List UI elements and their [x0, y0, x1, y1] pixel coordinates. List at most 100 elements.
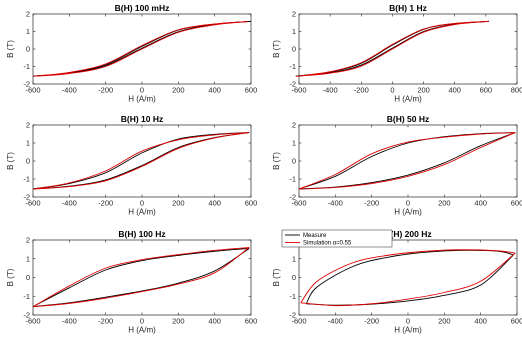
x-tick-label: 600	[511, 317, 522, 326]
x-tick-label: 600	[511, 199, 522, 208]
y-tick-label: 1	[26, 27, 30, 36]
x-tick-label: 800	[511, 86, 522, 95]
x-tick-label: 200	[172, 199, 185, 208]
x-tick-label: 600	[480, 86, 493, 95]
x-tick-label: 200	[438, 317, 451, 326]
x-tick-label: -200	[98, 199, 113, 208]
simulation-ascending-branch	[32, 21, 248, 77]
simulation-ascending-branch	[295, 20, 490, 77]
x-tick-label: -600	[25, 86, 40, 95]
measure-descending-branch	[32, 247, 250, 307]
x-tick-label: -600	[291, 199, 306, 208]
x-tick-label: -600	[25, 199, 40, 208]
y-tick-label: 0	[292, 157, 296, 166]
x-tick-label: 200	[438, 199, 451, 208]
y-tick-label: -1	[23, 62, 30, 71]
x-axis-label: H (A/m)	[394, 95, 422, 104]
y-tick-label: -1	[289, 292, 296, 301]
x-axis-label: H (A/m)	[394, 208, 422, 217]
x-tick-label: 0	[140, 317, 144, 326]
y-axis-label: B (T)	[6, 268, 15, 286]
chart-title: B(H) 100 mHz	[115, 3, 170, 13]
x-tick-label: -200	[354, 86, 369, 95]
legend-label: Simulation α=0.55	[303, 241, 352, 247]
plot-area	[299, 125, 517, 197]
x-tick-label: 400	[208, 86, 221, 95]
x-tick-label: -200	[364, 199, 379, 208]
plot-area	[299, 14, 517, 84]
simulation-descending-branch	[295, 20, 489, 77]
y-tick-label: 2	[26, 10, 30, 19]
y-tick-label: 2	[26, 236, 30, 245]
simulation-descending-branch	[300, 249, 516, 304]
x-tick-label: -400	[323, 86, 338, 95]
simulation-ascending-branch	[298, 132, 516, 190]
x-tick-label: -600	[291, 86, 306, 95]
x-axis-label: H (A/m)	[394, 326, 422, 335]
x-tick-label: -600	[25, 317, 40, 326]
x-tick-label: 600	[245, 317, 258, 326]
x-tick-label: -400	[62, 199, 77, 208]
simulation-ascending-branch	[32, 132, 250, 190]
chart-title: B(H) 200 Hz	[384, 229, 431, 239]
y-tick-label: 0	[292, 45, 296, 54]
y-tick-label: -2	[23, 80, 30, 89]
simulation-ascending-branch	[32, 247, 250, 308]
x-tick-label: 0	[140, 86, 144, 95]
x-tick-label: 200	[172, 317, 185, 326]
plot-panel-4: -600 -400 -200 0 200 400 600 -2 -1 0 1 2 B(H) 50 Hz H…	[272, 114, 522, 217]
simulation-ascending-branch	[300, 252, 516, 307]
y-tick-label: 0	[26, 45, 30, 54]
x-tick-label: 400	[208, 317, 221, 326]
x-axis-label: H (A/m)	[128, 95, 156, 104]
x-tick-label: 400	[474, 317, 487, 326]
x-tick-label: -400	[62, 317, 77, 326]
x-tick-label: -400	[62, 86, 77, 95]
y-tick-label: -2	[289, 311, 296, 320]
y-tick-label: -1	[23, 292, 30, 301]
x-tick-label: 400	[208, 199, 221, 208]
y-tick-label: 0	[292, 273, 296, 282]
chart-title: B(H) 100 Hz	[118, 229, 165, 239]
x-tick-label: 200	[172, 86, 185, 95]
x-tick-label: -400	[328, 199, 343, 208]
y-tick-label: 1	[292, 139, 296, 148]
x-tick-label: 400	[474, 199, 487, 208]
simulation-descending-branch	[32, 247, 250, 308]
x-tick-label: -200	[98, 86, 113, 95]
chart-title: B(H) 1 Hz	[389, 3, 427, 13]
y-tick-label: -2	[289, 80, 296, 89]
plot-area	[33, 125, 251, 197]
y-tick-label: -2	[23, 311, 30, 320]
x-axis-label: H (A/m)	[128, 326, 156, 335]
y-tick-label: -2	[289, 193, 296, 202]
plot-panel-3: -600 -400 -200 0 200 400 600 -2 -1 0 1 2 B(H) 10 Hz H…	[6, 114, 257, 217]
x-tick-label: 200	[417, 86, 430, 95]
y-axis-label: B (T)	[272, 152, 281, 170]
x-tick-label: -200	[98, 317, 113, 326]
simulation-descending-branch	[32, 132, 250, 190]
y-axis-label: B (T)	[272, 40, 281, 58]
simulation-descending-branch	[298, 132, 516, 190]
plot-panel-5: -600 -400 -200 0 200 400 600 -2 -1 0 1 2 B(H) 100 Hz…	[6, 229, 257, 335]
y-tick-label: 1	[26, 139, 30, 148]
legend-box	[281, 229, 393, 248]
measure-ascending-branch	[32, 248, 250, 308]
x-tick-label: 0	[406, 317, 410, 326]
y-axis-label: B (T)	[272, 268, 281, 286]
x-tick-label: -600	[291, 317, 306, 326]
y-tick-label: -1	[23, 175, 30, 184]
chart-title: B(H) 50 Hz	[387, 114, 430, 124]
y-tick-label: 1	[26, 254, 30, 263]
y-tick-label: 0	[26, 157, 30, 166]
x-tick-label: 0	[140, 199, 144, 208]
y-tick-label: -1	[289, 62, 296, 71]
y-tick-label: -1	[289, 175, 296, 184]
y-tick-label: 2	[292, 121, 296, 130]
y-tick-label: -2	[23, 193, 30, 202]
x-tick-label: 600	[245, 199, 258, 208]
y-tick-label: 2	[292, 10, 296, 19]
x-tick-label: 600	[245, 86, 258, 95]
